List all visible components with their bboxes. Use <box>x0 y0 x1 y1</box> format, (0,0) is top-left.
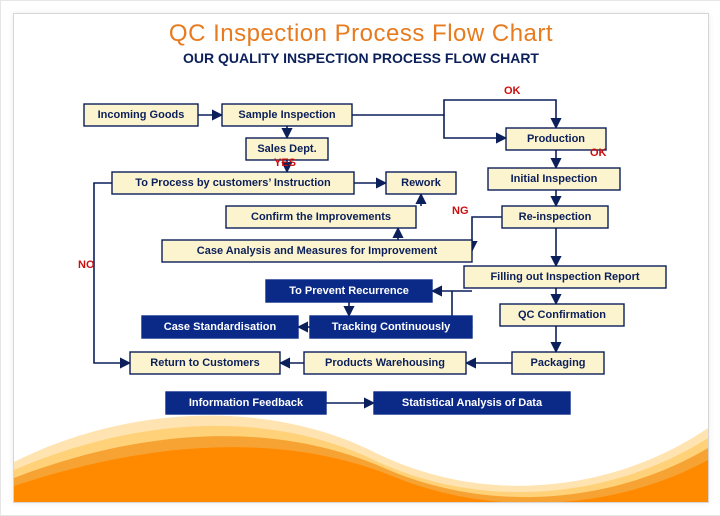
flow-node-incoming: Incoming Goods <box>84 104 198 126</box>
flow-condition-label: YES <box>274 157 296 169</box>
flow-node-warehouse: Products Warehousing <box>304 352 466 374</box>
flow-edge <box>472 217 502 251</box>
flow-edge <box>444 115 506 138</box>
flow-edge <box>94 217 130 363</box>
decorative-wave <box>14 382 708 502</box>
flow-node-initial: Initial Inspection <box>488 168 620 190</box>
flow-node-report: Filling out Inspection Report <box>464 266 666 288</box>
flow-node-return: Return to Customers <box>130 352 280 374</box>
flow-node-rework: Rework <box>386 172 456 194</box>
flow-node-casestd: Case Standardisation <box>142 316 298 338</box>
flow-node-reinspect: Re-inspection <box>502 206 608 228</box>
slide-title: QC Inspection Process Flow Chart <box>14 20 708 48</box>
flow-node-prevent: To Prevent Recurrence <box>266 280 432 302</box>
stage: QC Inspection Process Flow Chart OUR QUA… <box>0 0 720 516</box>
slide: QC Inspection Process Flow Chart OUR QUA… <box>13 13 709 503</box>
flow-node-toprocess: To Process by customers’ Instruction <box>112 172 354 194</box>
flow-edge <box>94 183 112 217</box>
flow-condition-label: OK <box>590 147 607 159</box>
flow-condition-label: OK <box>504 85 521 97</box>
flow-condition-label: NO <box>78 259 95 271</box>
flow-node-confirm: Confirm the Improvements <box>226 206 416 228</box>
flow-node-packaging: Packaging <box>512 352 604 374</box>
flow-node-sample: Sample Inspection <box>222 104 352 126</box>
flow-node-tracking: Tracking Continuously <box>310 316 472 338</box>
flow-condition-label: NG <box>452 205 469 217</box>
slide-subtitle: OUR QUALITY INSPECTION PROCESS FLOW CHAR… <box>14 50 708 66</box>
flow-node-caseanal: Case Analysis and Measures for Improveme… <box>162 240 472 262</box>
flow-edge <box>352 100 556 128</box>
flow-node-qcconf: QC Confirmation <box>500 304 624 326</box>
